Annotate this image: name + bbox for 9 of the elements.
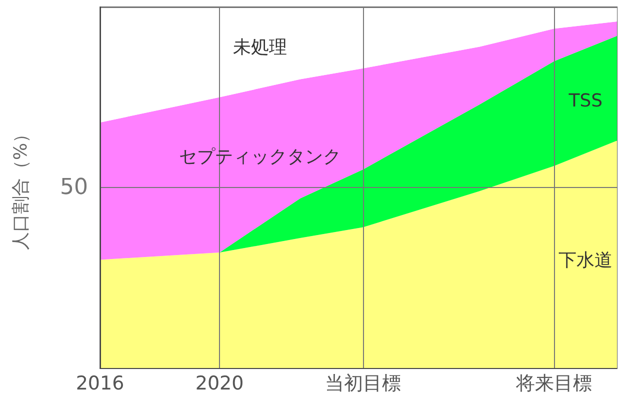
y-axis-title: 人口割合（%） <box>10 124 32 250</box>
y-tick-label: 50 <box>60 175 88 200</box>
series-label: 下水道 <box>558 250 613 272</box>
series-label: 未処理 <box>232 37 287 58</box>
x-tick-label: 2020 <box>195 372 244 394</box>
x-tick-label: 2016 <box>76 372 124 394</box>
x-tick-label: 当初目標 <box>324 372 401 394</box>
series-label: TSS <box>568 90 603 112</box>
x-tick-label: 将来目標 <box>515 372 592 394</box>
